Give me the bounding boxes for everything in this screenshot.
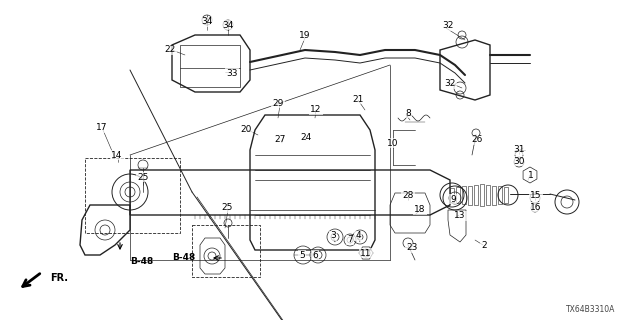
Text: 7: 7 xyxy=(347,236,353,244)
Text: TX64B3310A: TX64B3310A xyxy=(566,306,615,315)
Text: B-48: B-48 xyxy=(130,258,153,267)
Text: 34: 34 xyxy=(202,18,212,27)
Text: 30: 30 xyxy=(513,156,525,165)
Text: 25: 25 xyxy=(138,172,148,181)
Text: 20: 20 xyxy=(240,124,252,133)
Text: 32: 32 xyxy=(444,79,456,89)
Text: 34: 34 xyxy=(222,20,234,29)
Text: 10: 10 xyxy=(387,139,399,148)
Text: 8: 8 xyxy=(405,108,411,117)
Text: 5: 5 xyxy=(299,251,305,260)
Bar xyxy=(85,158,180,233)
Text: 9: 9 xyxy=(450,195,456,204)
Text: 2: 2 xyxy=(481,241,487,250)
Text: 24: 24 xyxy=(300,132,312,141)
Text: 11: 11 xyxy=(360,249,372,258)
Text: 15: 15 xyxy=(531,191,541,201)
Text: FR.: FR. xyxy=(50,273,68,283)
Text: 33: 33 xyxy=(227,68,237,77)
Text: 32: 32 xyxy=(442,21,454,30)
Text: 16: 16 xyxy=(531,203,541,212)
Text: 28: 28 xyxy=(403,191,413,201)
Text: 19: 19 xyxy=(300,31,311,41)
Text: 12: 12 xyxy=(310,106,322,115)
Text: 29: 29 xyxy=(272,99,284,108)
Text: 21: 21 xyxy=(352,94,364,103)
Text: 27: 27 xyxy=(275,135,285,145)
Text: 26: 26 xyxy=(471,135,483,145)
Text: 25: 25 xyxy=(221,204,233,212)
Text: 14: 14 xyxy=(111,150,123,159)
Text: 23: 23 xyxy=(406,244,418,252)
Text: 18: 18 xyxy=(414,205,426,214)
Text: 6: 6 xyxy=(312,251,318,260)
Text: 1: 1 xyxy=(528,171,534,180)
Text: 22: 22 xyxy=(164,45,175,54)
Text: B-48: B-48 xyxy=(172,253,195,262)
Text: 4: 4 xyxy=(355,231,361,241)
Text: 17: 17 xyxy=(96,124,108,132)
Bar xyxy=(180,45,240,87)
Bar xyxy=(192,225,260,277)
Text: 3: 3 xyxy=(330,231,336,241)
Text: 13: 13 xyxy=(454,212,466,220)
Text: 31: 31 xyxy=(513,146,525,155)
